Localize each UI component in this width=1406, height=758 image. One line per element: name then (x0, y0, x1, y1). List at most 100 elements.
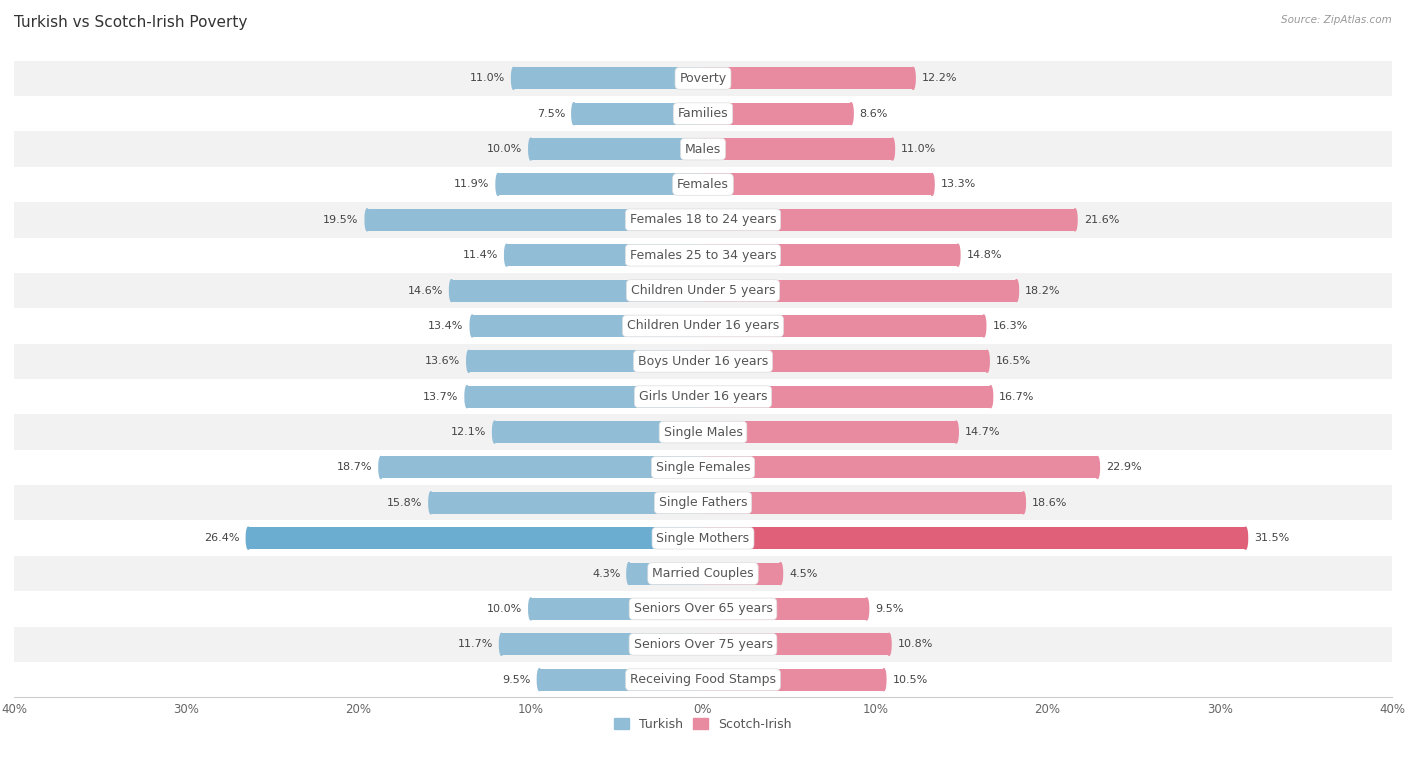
Text: Source: ZipAtlas.com: Source: ZipAtlas.com (1281, 15, 1392, 25)
Text: 21.6%: 21.6% (1084, 215, 1119, 225)
Bar (703, 456, 1098, 478)
Text: 10.0%: 10.0% (486, 144, 522, 154)
Ellipse shape (779, 562, 783, 584)
Text: Boys Under 16 years: Boys Under 16 years (638, 355, 768, 368)
Text: 12.2%: 12.2% (922, 74, 957, 83)
Bar (703, 103, 851, 124)
Text: 11.4%: 11.4% (463, 250, 498, 260)
Bar (703, 280, 1017, 302)
Ellipse shape (1021, 492, 1025, 514)
Bar (14, 662, 1392, 697)
Text: 11.0%: 11.0% (470, 74, 505, 83)
Ellipse shape (492, 421, 496, 443)
Ellipse shape (499, 634, 503, 655)
Bar (14, 627, 1392, 662)
Text: Married Couples: Married Couples (652, 567, 754, 580)
Text: Children Under 16 years: Children Under 16 years (627, 319, 779, 333)
Bar (513, 67, 703, 89)
Bar (451, 280, 703, 302)
Text: 8.6%: 8.6% (859, 108, 889, 119)
Bar (703, 528, 1246, 549)
Text: 31.5%: 31.5% (1254, 533, 1289, 543)
Ellipse shape (981, 315, 986, 337)
Bar (14, 202, 1392, 237)
Bar (703, 562, 780, 584)
Text: 15.8%: 15.8% (387, 498, 422, 508)
Bar (14, 521, 1392, 556)
Bar (703, 174, 932, 196)
Text: Families: Families (678, 107, 728, 121)
Ellipse shape (929, 174, 934, 196)
Text: 14.6%: 14.6% (408, 286, 443, 296)
Text: Single Fathers: Single Fathers (659, 496, 747, 509)
Bar (14, 379, 1392, 415)
Ellipse shape (505, 244, 509, 266)
Bar (703, 669, 884, 691)
Text: 13.7%: 13.7% (423, 392, 458, 402)
Legend: Turkish, Scotch-Irish: Turkish, Scotch-Irish (609, 713, 797, 736)
Ellipse shape (467, 350, 471, 372)
Bar (14, 415, 1392, 449)
Text: Seniors Over 65 years: Seniors Over 65 years (634, 603, 772, 615)
Text: Females: Females (678, 178, 728, 191)
Ellipse shape (849, 103, 853, 124)
Bar (574, 103, 703, 124)
Ellipse shape (246, 528, 250, 549)
Text: Single Males: Single Males (664, 425, 742, 439)
Ellipse shape (911, 67, 915, 89)
Bar (703, 492, 1024, 514)
Text: Receiving Food Stamps: Receiving Food Stamps (630, 673, 776, 686)
Ellipse shape (988, 386, 993, 408)
Ellipse shape (537, 669, 541, 691)
Bar (703, 138, 893, 160)
Bar (498, 174, 703, 196)
Ellipse shape (955, 421, 959, 443)
Bar (531, 598, 703, 620)
Text: 4.5%: 4.5% (789, 568, 817, 578)
Bar (540, 669, 703, 691)
Bar (703, 244, 957, 266)
Ellipse shape (882, 669, 886, 691)
Bar (703, 67, 912, 89)
Text: 11.0%: 11.0% (901, 144, 936, 154)
Text: 10.8%: 10.8% (897, 639, 934, 650)
Text: 9.5%: 9.5% (502, 675, 531, 684)
Text: 18.7%: 18.7% (337, 462, 373, 472)
Bar (367, 209, 703, 230)
Bar (468, 350, 703, 372)
Ellipse shape (956, 244, 960, 266)
Ellipse shape (1073, 209, 1077, 230)
Bar (14, 61, 1392, 96)
Ellipse shape (986, 350, 990, 372)
Text: Seniors Over 75 years: Seniors Over 75 years (634, 637, 772, 651)
Bar (14, 309, 1392, 343)
Text: Females 25 to 34 years: Females 25 to 34 years (630, 249, 776, 262)
Bar (502, 634, 703, 655)
Text: 7.5%: 7.5% (537, 108, 565, 119)
Bar (495, 421, 703, 443)
Text: 22.9%: 22.9% (1107, 462, 1142, 472)
Ellipse shape (529, 598, 533, 620)
Text: 4.3%: 4.3% (592, 568, 620, 578)
Text: Children Under 5 years: Children Under 5 years (631, 284, 775, 297)
Bar (14, 591, 1392, 627)
Ellipse shape (496, 174, 501, 196)
Text: 16.7%: 16.7% (1000, 392, 1035, 402)
Bar (531, 138, 703, 160)
Text: Poverty: Poverty (679, 72, 727, 85)
Text: Females 18 to 24 years: Females 18 to 24 years (630, 213, 776, 227)
Ellipse shape (470, 315, 474, 337)
Text: Turkish vs Scotch-Irish Poverty: Turkish vs Scotch-Irish Poverty (14, 15, 247, 30)
Text: 18.2%: 18.2% (1025, 286, 1060, 296)
Ellipse shape (865, 598, 869, 620)
Ellipse shape (529, 138, 533, 160)
Text: 13.4%: 13.4% (429, 321, 464, 331)
Bar (628, 562, 703, 584)
Text: 11.7%: 11.7% (457, 639, 494, 650)
Bar (467, 386, 703, 408)
Ellipse shape (366, 209, 370, 230)
Bar (506, 244, 703, 266)
Text: 9.5%: 9.5% (875, 604, 904, 614)
Ellipse shape (890, 138, 894, 160)
Bar (14, 556, 1392, 591)
